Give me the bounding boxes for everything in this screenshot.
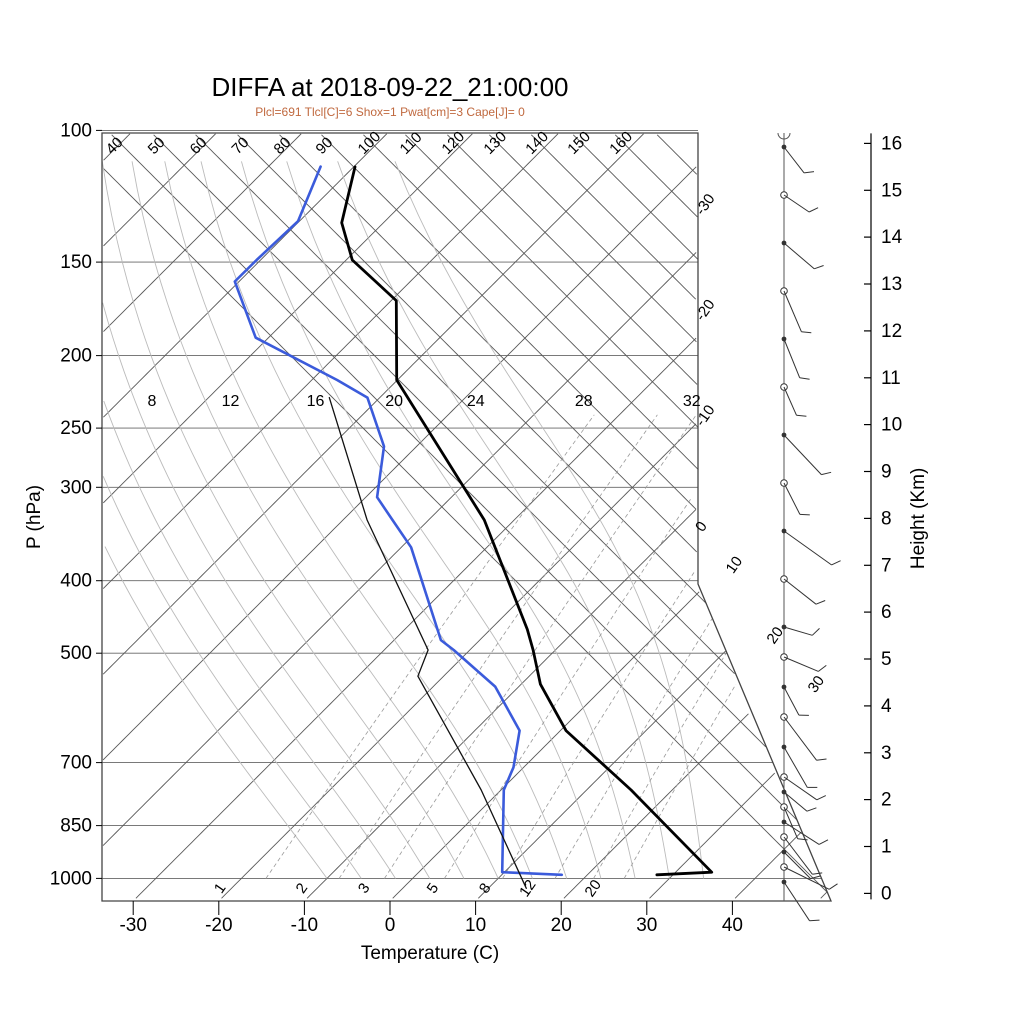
svg-text:11: 11 bbox=[881, 368, 901, 389]
svg-text:100: 100 bbox=[60, 120, 92, 141]
svg-text:28: 28 bbox=[575, 393, 593, 410]
svg-text:0: 0 bbox=[881, 883, 892, 904]
svg-text:30: 30 bbox=[636, 915, 657, 936]
svg-text:40: 40 bbox=[722, 915, 743, 936]
svg-text:-10: -10 bbox=[291, 915, 318, 936]
svg-text:24: 24 bbox=[467, 393, 485, 410]
svg-text:8: 8 bbox=[148, 393, 157, 410]
svg-text:1: 1 bbox=[881, 837, 892, 858]
svg-text:1000: 1000 bbox=[50, 868, 92, 889]
svg-text:Temperature (C): Temperature (C) bbox=[361, 943, 499, 964]
svg-text:700: 700 bbox=[60, 753, 92, 774]
svg-text:20: 20 bbox=[385, 393, 403, 410]
svg-text:16: 16 bbox=[881, 133, 902, 154]
svg-text:500: 500 bbox=[60, 643, 92, 664]
svg-text:12: 12 bbox=[222, 393, 240, 410]
svg-text:DIFFA at 2018-09-22_21:00:00: DIFFA at 2018-09-22_21:00:00 bbox=[211, 72, 568, 102]
svg-text:32: 32 bbox=[683, 393, 701, 410]
svg-text:150: 150 bbox=[60, 252, 92, 273]
svg-text:0: 0 bbox=[385, 915, 396, 936]
svg-text:10: 10 bbox=[465, 915, 486, 936]
svg-text:400: 400 bbox=[60, 571, 92, 592]
svg-text:15: 15 bbox=[881, 180, 902, 201]
svg-text:8: 8 bbox=[881, 508, 892, 529]
svg-text:250: 250 bbox=[60, 418, 92, 439]
svg-text:12: 12 bbox=[881, 321, 902, 342]
svg-text:P (hPa): P (hPa) bbox=[24, 485, 45, 549]
svg-text:7: 7 bbox=[881, 555, 892, 576]
svg-text:9: 9 bbox=[881, 462, 892, 483]
svg-text:5: 5 bbox=[881, 649, 892, 670]
svg-text:Plcl=691 Tlcl[C]=6 Shox=1 Pwat: Plcl=691 Tlcl[C]=6 Shox=1 Pwat[cm]=3 Cap… bbox=[255, 105, 525, 119]
svg-text:2: 2 bbox=[881, 790, 892, 811]
svg-text:300: 300 bbox=[60, 477, 92, 498]
svg-text:16: 16 bbox=[307, 393, 325, 410]
svg-text:10: 10 bbox=[881, 415, 902, 436]
svg-text:-20: -20 bbox=[205, 915, 232, 936]
svg-text:6: 6 bbox=[881, 602, 892, 623]
svg-text:Height (Km): Height (Km) bbox=[908, 468, 929, 569]
svg-text:-30: -30 bbox=[119, 915, 146, 936]
svg-text:3: 3 bbox=[881, 743, 892, 764]
svg-text:850: 850 bbox=[60, 816, 92, 837]
svg-text:14: 14 bbox=[881, 227, 903, 248]
svg-text:4: 4 bbox=[881, 696, 892, 717]
svg-text:13: 13 bbox=[881, 274, 902, 295]
svg-text:20: 20 bbox=[551, 915, 572, 936]
svg-text:200: 200 bbox=[60, 346, 92, 367]
